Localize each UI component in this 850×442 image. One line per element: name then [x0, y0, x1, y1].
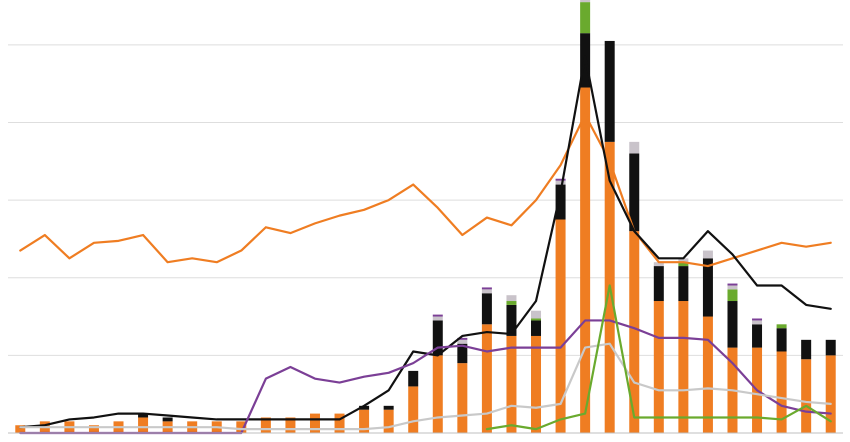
bar-segment [727, 285, 738, 290]
bar-segment [702, 316, 713, 433]
bar-segment [629, 231, 640, 433]
bar-segment [162, 417, 173, 422]
bar-segment [383, 405, 394, 410]
bar-segment [481, 289, 492, 294]
bar-segment [776, 351, 787, 433]
bar-segment [801, 359, 812, 433]
bar-segment [752, 320, 763, 325]
bar-segment [727, 301, 738, 348]
gridlines [8, 44, 843, 356]
bar-segment [727, 283, 738, 286]
bar-segment [825, 339, 836, 356]
bar-segment [752, 318, 763, 321]
bar-segment [702, 258, 713, 317]
bar-segment [825, 355, 836, 433]
bar-segment [432, 314, 443, 317]
bar-segment [555, 180, 566, 185]
bar-segment [481, 287, 492, 290]
series-line [485, 284, 832, 431]
bar-segment [580, 0, 591, 3]
bar-segment [629, 153, 640, 232]
bar-segment [432, 355, 443, 433]
bar-segment [359, 409, 370, 433]
bar-segment [580, 87, 591, 434]
bar-segment [531, 320, 542, 336]
series-line [19, 113, 832, 268]
bar-segment [88, 425, 99, 433]
bar-segment [138, 417, 149, 433]
bar-segment [408, 370, 419, 387]
bar-segment [506, 335, 517, 433]
bar-segment [776, 328, 787, 352]
series-line [19, 342, 832, 431]
bar-segment [776, 324, 787, 329]
bar-segment [531, 335, 542, 433]
bar-segment [334, 413, 345, 433]
bar-segment [138, 413, 149, 418]
bar-segment [383, 409, 394, 433]
bar-segment [555, 178, 566, 181]
bar-segment [359, 405, 370, 410]
bar-segment [506, 304, 517, 336]
bar-segment [653, 266, 664, 302]
bar-segment [678, 262, 689, 267]
stacked-bars [15, 0, 836, 434]
bar-segment [752, 324, 763, 348]
bar-segment [678, 266, 689, 302]
bar-segment [309, 413, 320, 433]
bar-segment [506, 295, 517, 302]
bar-segment [408, 386, 419, 433]
bar-segment [555, 219, 566, 433]
bar-segment [285, 417, 296, 433]
bar-segment [702, 250, 713, 259]
bar-segment [260, 417, 271, 433]
bar-segment [801, 339, 812, 360]
bar-segment [531, 318, 542, 321]
bar-segment [555, 184, 566, 220]
bar-segment [432, 320, 443, 356]
bar-segment [629, 141, 640, 154]
bar-segment [506, 301, 517, 305]
bar-segment [457, 363, 468, 433]
bar-segment [678, 258, 689, 263]
bar-segment [457, 343, 468, 364]
bar-segment [727, 289, 738, 302]
series-line [19, 55, 832, 429]
bar-segment [580, 2, 591, 34]
bar-segment [432, 316, 443, 321]
bar-segment [678, 301, 689, 433]
bar-segment [481, 324, 492, 433]
bar-segment [457, 339, 468, 344]
bar-segment [604, 40, 615, 142]
bar-segment [457, 337, 468, 340]
bar-segment [653, 262, 664, 267]
bar-segment [15, 425, 26, 433]
bar-segment [653, 301, 664, 433]
bar-segment [236, 421, 247, 433]
bar-segment [531, 310, 542, 319]
bar-segment [481, 293, 492, 325]
